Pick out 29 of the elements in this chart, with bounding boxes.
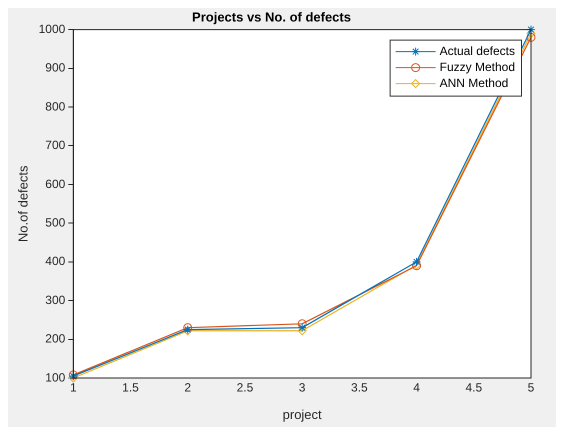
legend-label: ANN Method [440,76,508,90]
x-tick-label: 3.5 [351,380,368,395]
x-tick-label: 4 [413,380,420,395]
point [526,32,536,42]
chart-title: Projects vs No. of defects [192,9,351,24]
y-tick-label: 900 [45,60,66,75]
y-tick-label: 600 [45,176,66,191]
point [412,257,422,266]
y-tick-label: 700 [45,138,66,152]
y-tick-label: 300 [45,292,66,307]
x-tick-label: 4.5 [465,380,482,395]
x-tick-label: 1 [70,380,77,395]
x-tick-label: 5 [528,380,535,395]
legend-label: Fuzzy Method [440,60,515,74]
x-tick-label: 3 [298,380,306,395]
y-tick-label: 400 [45,254,66,268]
x-axis-title: project [282,406,322,422]
y-tick-label: 100 [45,370,66,384]
x-tick-label: 2.5 [236,380,254,395]
y-tick-label: 1000 [38,22,66,36]
point [298,323,307,332]
point [298,319,307,328]
x-tick-label: 1.5 [122,380,140,395]
y-tick-label: 200 [45,332,66,346]
x-tick-label: 2 [184,380,192,395]
y-tick-label: 500 [45,215,66,230]
legend-label: Actual defects [440,44,515,58]
y-tick-label: 800 [45,99,66,114]
y-axis-title: No.of defects [15,165,30,242]
